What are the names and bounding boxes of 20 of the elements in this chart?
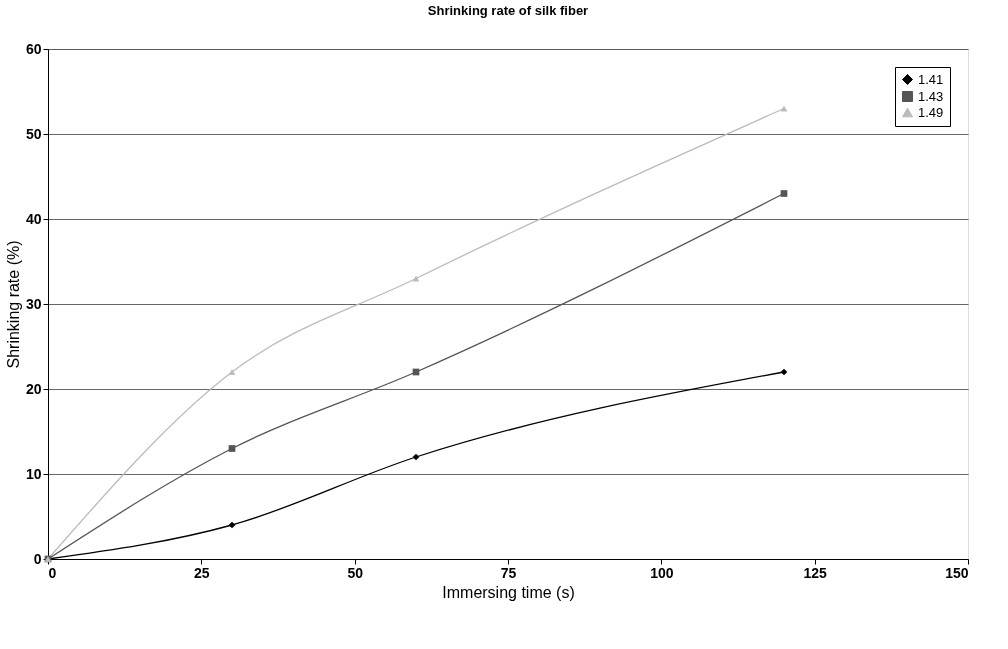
legend-label: 1.41 bbox=[918, 71, 944, 87]
x-axis-title: Immersing time (s) bbox=[442, 583, 575, 601]
x-tick-label: 0 bbox=[48, 564, 57, 581]
x-tick-label: 125 bbox=[803, 564, 828, 581]
x-tick-label: 25 bbox=[194, 564, 210, 581]
x-tick-label: 150 bbox=[945, 564, 969, 581]
legend-label: 1.49 bbox=[918, 104, 944, 120]
y-tick-label: 50 bbox=[25, 125, 42, 142]
x-tick-label: 100 bbox=[650, 564, 674, 581]
y-tick-label: 30 bbox=[25, 295, 42, 312]
y-tick-label: 60 bbox=[25, 40, 42, 57]
y-tick-label: 0 bbox=[33, 550, 42, 567]
y-tick-label: 20 bbox=[25, 380, 42, 397]
y-axis-title: Shrinking rate (%) bbox=[4, 240, 22, 369]
y-tick-label: 40 bbox=[25, 210, 42, 227]
legend-label: 1.43 bbox=[918, 88, 944, 104]
y-tick-label: 10 bbox=[25, 465, 42, 482]
x-tick-label: 75 bbox=[500, 564, 517, 581]
chart-title: Shrinking rate of silk fiber bbox=[427, 3, 589, 18]
x-tick-label: 50 bbox=[347, 564, 364, 581]
